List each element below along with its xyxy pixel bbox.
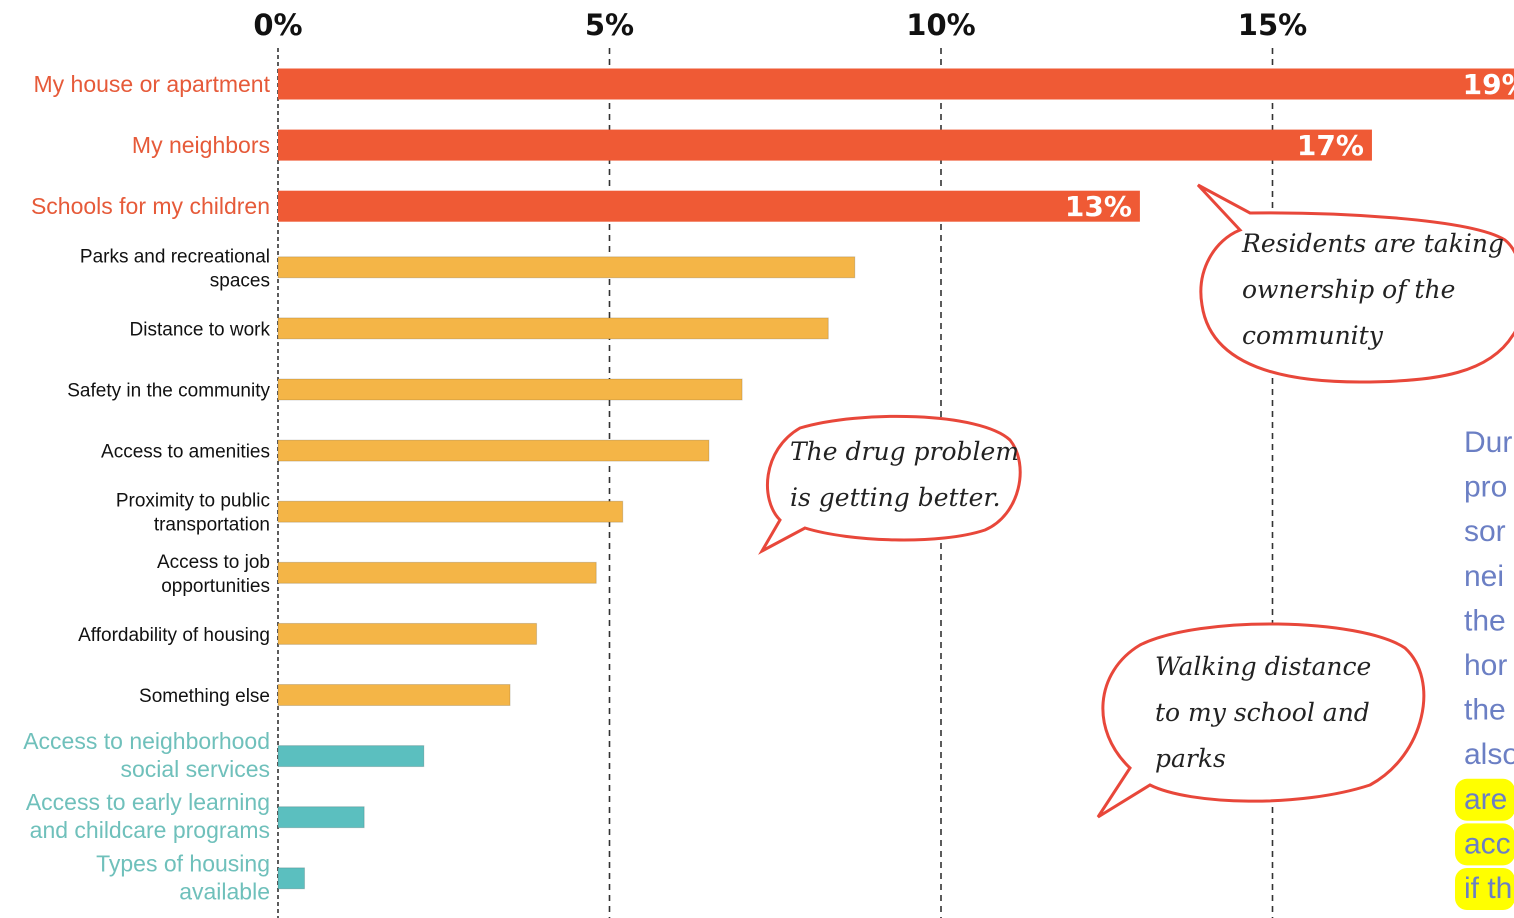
bar: [277, 806, 365, 829]
category-label: Something else: [139, 686, 270, 707]
bar: [277, 684, 511, 706]
x-tick-label: 5%: [585, 8, 634, 42]
bar: [277, 317, 829, 340]
category-label: Access to job: [157, 552, 270, 573]
bubble-line: community: [1242, 321, 1384, 350]
bubble-line: parks: [1155, 744, 1226, 773]
bar: [277, 745, 425, 768]
bar: [277, 561, 597, 584]
category-label: Proximity to public: [116, 491, 270, 512]
side-note-line: sor: [1464, 515, 1506, 548]
speech-bubble-ownership: Residents are taking ownership of the co…: [1196, 183, 1514, 384]
category-label: available: [179, 878, 270, 904]
bar: [278, 129, 1372, 161]
bubble-line: to my school and: [1155, 698, 1370, 727]
data-label: 19%: [1463, 68, 1514, 101]
bubble-line: ownership of the: [1242, 275, 1455, 304]
highlight-mark: [1455, 778, 1514, 821]
x-tick-labels: 0% 5% 10% 15%: [253, 8, 1307, 42]
category-label: Schools for my children: [31, 193, 270, 219]
category-label: and childcare programs: [30, 817, 270, 843]
bar: [278, 68, 1514, 100]
data-label: 13%: [1065, 190, 1132, 223]
category-label: Access to neighborhood: [23, 728, 270, 754]
bubble-line: The drug problem: [790, 437, 1019, 466]
bars: 19% 17% 13%: [277, 68, 1514, 890]
category-label: My house or apartment: [33, 71, 270, 97]
category-label: Affordability of housing: [78, 625, 270, 646]
side-note-line: the: [1464, 604, 1506, 637]
category-label: Safety in the community: [67, 381, 270, 402]
highlight-mark: [1455, 868, 1514, 910]
category-label: Access to early learning: [26, 789, 270, 815]
speech-bubble-walking-distance: Walking distance to my school and parks: [1096, 622, 1426, 819]
bubble-line: is getting better.: [790, 483, 1001, 512]
category-labels: My house or apartment My neighbors Schools…: [23, 71, 270, 904]
side-note-line: pro: [1464, 471, 1507, 504]
bubble-line: Residents are taking: [1241, 229, 1504, 258]
data-label: 17%: [1297, 129, 1364, 162]
side-note-line: also: [1464, 738, 1514, 771]
side-note-line: acc: [1464, 827, 1511, 860]
bar: [277, 500, 624, 523]
category-label: My neighbors: [132, 132, 270, 158]
category-label: transportation: [154, 515, 270, 536]
bar: [277, 378, 743, 401]
x-tick-label: 15%: [1238, 8, 1307, 42]
bar: [278, 190, 1140, 222]
side-note-text: Dur pro sor nei the hor the also are acc if th: [1455, 426, 1514, 910]
x-tick-label: 0%: [253, 8, 302, 42]
category-label: Distance to work: [130, 319, 271, 340]
speech-bubble-drug-problem: The drug problem is getting better.: [758, 414, 1022, 555]
category-label: opportunities: [161, 576, 270, 597]
category-label: Parks and recreational: [80, 246, 270, 267]
side-note-line: hor: [1464, 649, 1507, 682]
category-label: Types of housing: [96, 850, 270, 876]
highlight-mark: [1455, 823, 1514, 866]
category-label: social services: [120, 756, 270, 782]
category-label: spaces: [210, 270, 270, 291]
category-label: Access to amenities: [101, 442, 270, 463]
bubble-line: Walking distance: [1155, 652, 1371, 681]
bar: [277, 867, 306, 890]
bar: [277, 622, 538, 645]
side-note-line: Dur: [1464, 426, 1512, 459]
side-note-line: are: [1464, 783, 1507, 816]
bar: [277, 439, 710, 462]
bar: [277, 256, 856, 279]
x-tick-label: 10%: [906, 8, 975, 42]
side-note-line: nei: [1464, 560, 1504, 593]
side-note-line: the: [1464, 694, 1506, 727]
side-note-line: if th: [1464, 872, 1512, 905]
